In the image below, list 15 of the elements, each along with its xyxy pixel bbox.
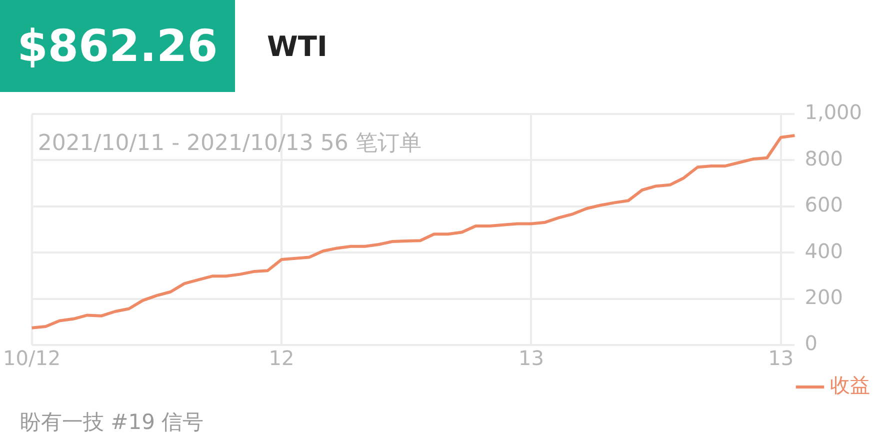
y-tick-label: 400 xyxy=(804,238,843,263)
y-tick-label: 800 xyxy=(804,146,843,170)
legend-label: 收益 xyxy=(830,373,870,398)
y-tick-label: 600 xyxy=(804,192,843,217)
x-tick-label: 13 xyxy=(518,346,544,370)
text: $862.26 xyxy=(0,0,235,92)
x-tick-label: 12 xyxy=(268,346,294,370)
chart-title: WTI xyxy=(267,30,328,62)
y-tick-label: 200 xyxy=(804,285,843,310)
y-tick-label: 0 xyxy=(804,331,818,356)
x-tick-label: 10/12 xyxy=(3,346,61,370)
y-tick-label: 1,000 xyxy=(804,100,862,124)
x-tick-label: 13 xyxy=(768,346,794,370)
annotation: 2021/10/11 - 2021/10/13 56 笔订单 xyxy=(38,131,422,156)
text: 盼有一技 #19 信号 xyxy=(20,409,204,436)
